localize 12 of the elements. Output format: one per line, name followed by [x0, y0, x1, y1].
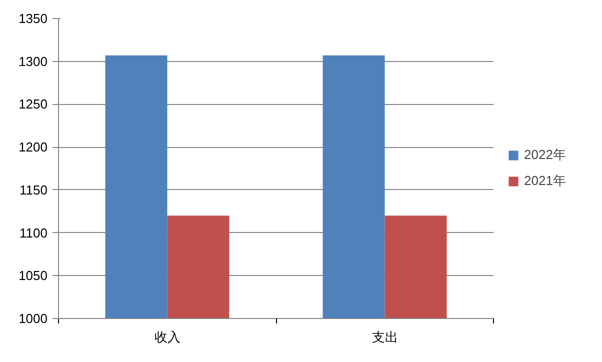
legend-label: 2021年: [524, 172, 566, 190]
y-tick-label: 1350: [18, 11, 48, 26]
x-tick-label: 收入: [154, 330, 180, 344]
legend-label: 2022年: [524, 146, 566, 164]
y-tick-label: 1100: [20, 225, 48, 240]
y-tick-label: 1300: [18, 54, 48, 69]
x-tick-label: 支出: [372, 330, 398, 344]
y-tick-label: 1200: [18, 140, 48, 155]
y-tick-label: 1050: [18, 268, 48, 284]
y-tick-label: 1150: [20, 182, 48, 198]
y-tick-label: 1250: [18, 96, 48, 112]
y-tick-label: 1000: [18, 311, 48, 326]
